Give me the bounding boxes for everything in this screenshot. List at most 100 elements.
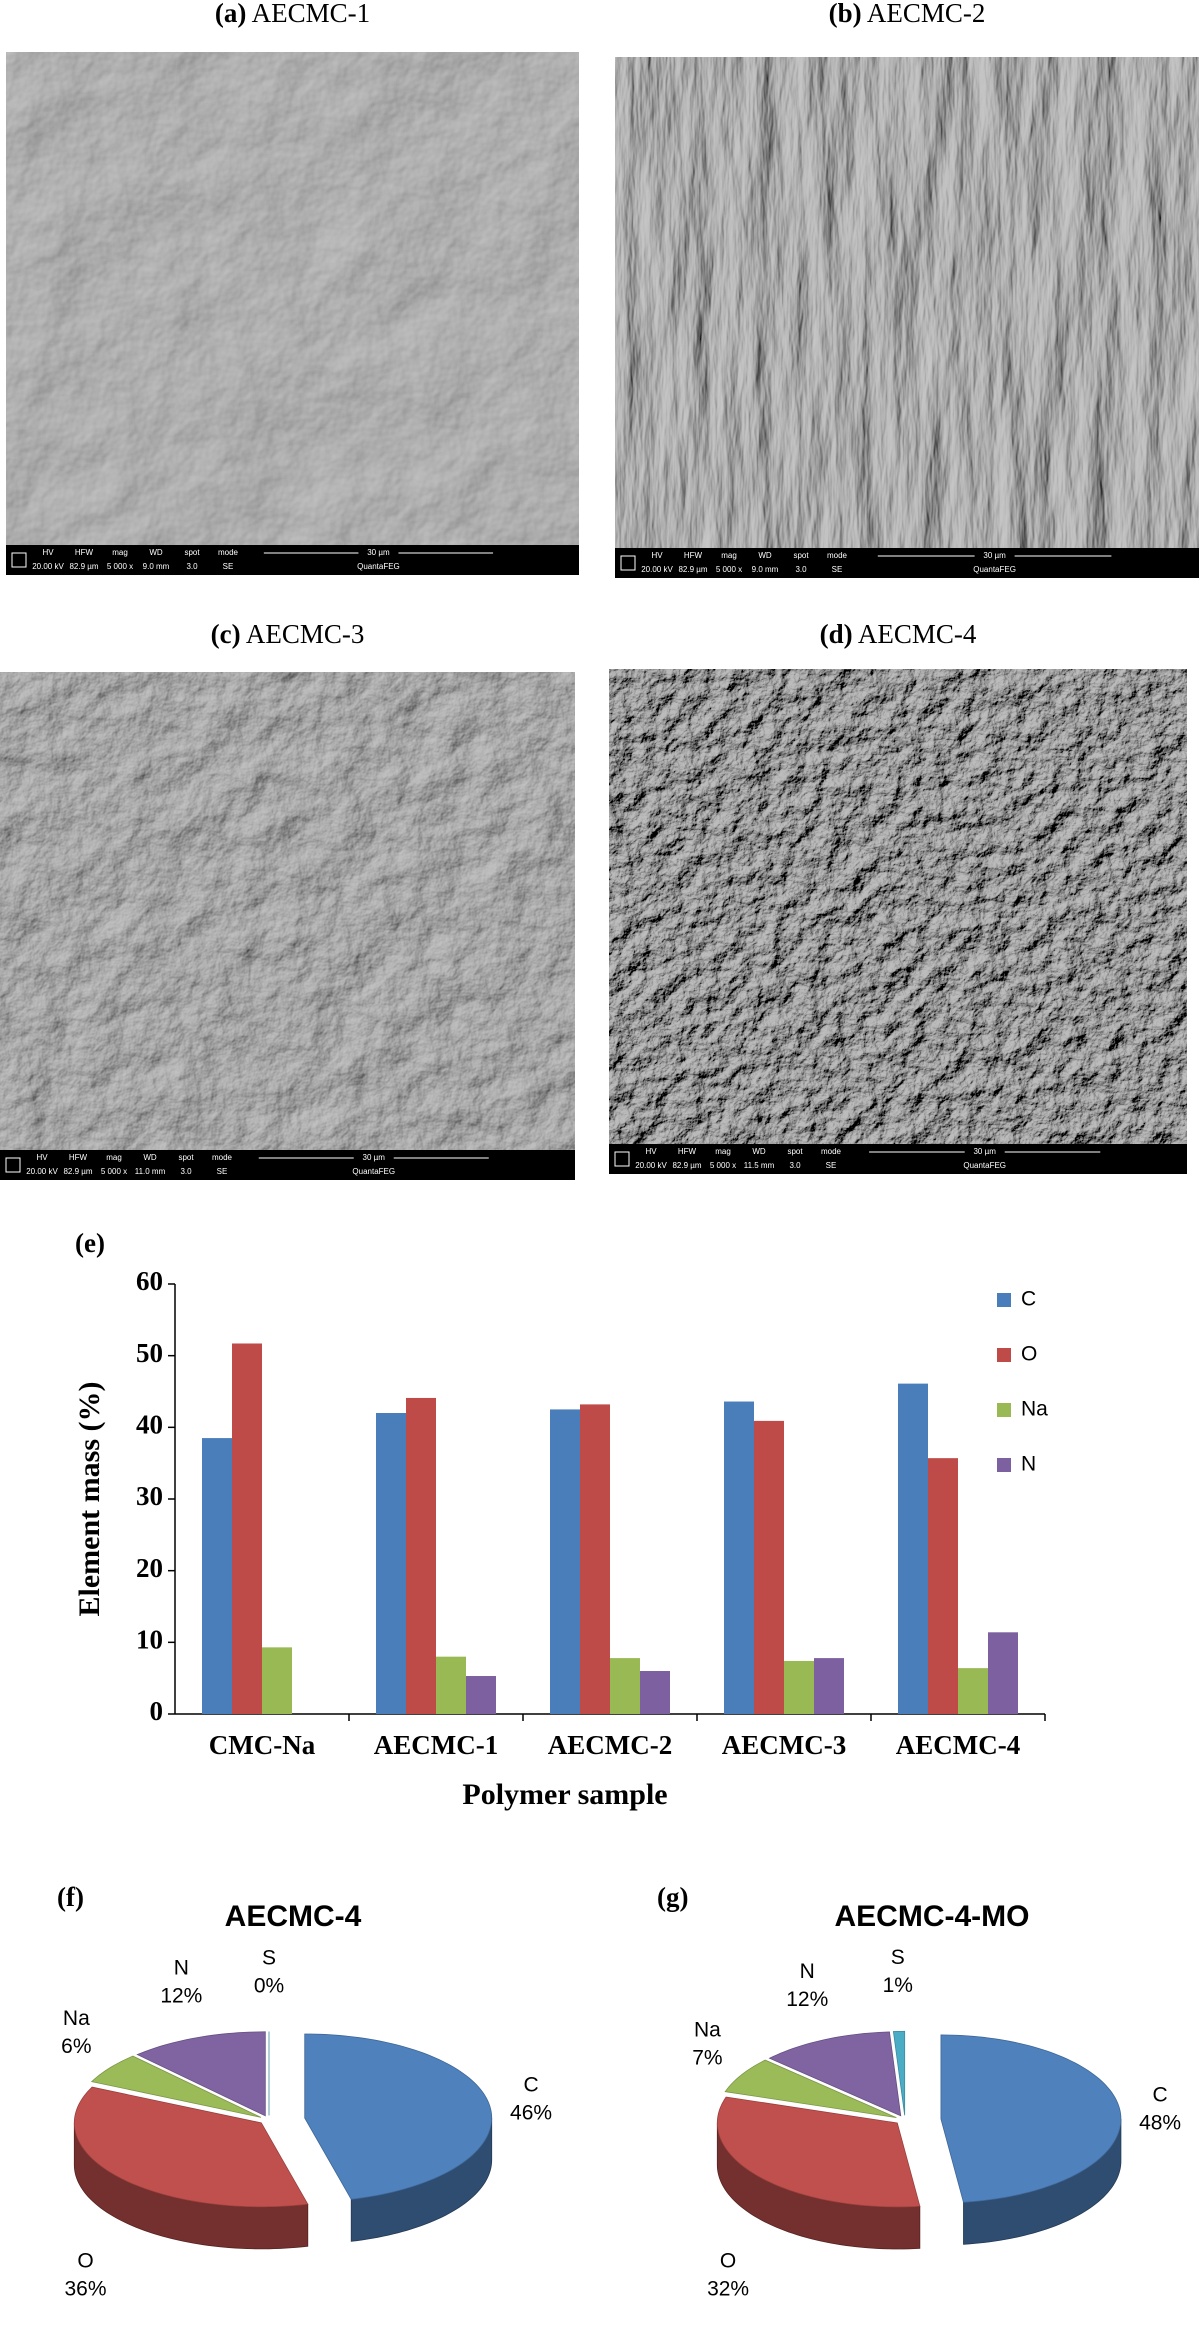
legend-label: Na [1021, 1398, 1048, 1421]
bar [640, 1671, 670, 1714]
panel-name: AECMC-4 [858, 619, 977, 649]
info-icon [614, 1151, 630, 1167]
info-value: SE [832, 565, 843, 574]
x-tick-label: AECMC-3 [722, 1730, 846, 1760]
panel-label: (d) [820, 619, 853, 649]
info-value: 20.00 kV [26, 1167, 58, 1176]
slice-value: 1% [883, 1974, 913, 1997]
bar [436, 1656, 466, 1714]
x-tick-label: AECMC-2 [548, 1730, 672, 1760]
info-value: 5 000 x [716, 565, 742, 574]
slice-name: N [174, 1957, 189, 1980]
scale-bg [974, 551, 1015, 561]
info-value: 82.9 µm [63, 1167, 92, 1176]
pie-title: AECMC-4-MO [835, 1900, 1030, 1933]
info-value: 11.5 mm [744, 1161, 775, 1170]
bar [784, 1660, 814, 1714]
bar [376, 1413, 406, 1714]
info-header: HFW [684, 551, 703, 560]
legend-label: O [1021, 1343, 1037, 1366]
info-value: 82.9 µm [69, 562, 98, 571]
info-value: 20.00 kV [641, 565, 673, 574]
info-header: WD [758, 551, 772, 560]
info-value: SE [217, 1167, 228, 1176]
sem-image [615, 57, 1199, 548]
info-value: 20.00 kV [32, 562, 64, 571]
info-header: HV [651, 551, 663, 560]
info-value: 3.0 [795, 565, 807, 574]
info-value: 82.9 µm [672, 1161, 701, 1170]
info-header: WD [149, 548, 163, 557]
scale-bg [358, 548, 399, 558]
slice-value: 46% [510, 2102, 552, 2125]
panel-label: (b) [829, 0, 862, 28]
slice-value: 0% [254, 1974, 284, 1997]
info-value: 11.0 mm [135, 1167, 166, 1176]
y-tick-label: 20 [136, 1553, 163, 1583]
info-header: spot [178, 1153, 194, 1162]
info-icon [5, 1157, 21, 1173]
instrument: QuantaFEG [963, 1161, 1006, 1170]
bar [898, 1383, 928, 1714]
instrument: QuantaFEG [973, 565, 1016, 574]
sem-image [609, 669, 1187, 1144]
slice-name: O [720, 2250, 736, 2273]
panel-title: (c) AECMC-3 [211, 619, 365, 649]
x-axis-label: Polymer sample [462, 1778, 667, 1811]
info-bar [0, 1150, 575, 1180]
scale-label: 30 µm [973, 1147, 996, 1156]
info-header: mag [106, 1153, 122, 1162]
info-header: spot [787, 1147, 803, 1156]
bar [466, 1676, 496, 1714]
info-value: 5 000 x [101, 1167, 127, 1176]
bar [958, 1668, 988, 1714]
panel-label: (e) [75, 1228, 105, 1258]
instrument: QuantaFEG [357, 562, 400, 571]
bar [202, 1438, 232, 1714]
info-header: mode [821, 1147, 842, 1156]
y-tick-label: 30 [136, 1481, 163, 1511]
bar [580, 1404, 610, 1714]
sem-image [6, 52, 579, 545]
slice-value: 7% [692, 2046, 722, 2069]
y-axis-label: Element mass (%) [73, 1382, 106, 1617]
info-header: HV [42, 548, 54, 557]
slice-name: O [77, 2249, 93, 2272]
slice [940, 2034, 1122, 2203]
slice-name: N [800, 1960, 815, 1983]
slice-value: 32% [707, 2278, 749, 2301]
bar [610, 1658, 640, 1714]
panel-label: (f) [57, 1882, 84, 1912]
slice [136, 2031, 266, 2117]
info-header: mode [212, 1153, 233, 1162]
info-header: HFW [678, 1147, 697, 1156]
info-header: spot [184, 548, 200, 557]
panel-title: (d) AECMC-4 [820, 619, 977, 649]
slice [716, 2096, 921, 2208]
panel-label: (c) [211, 619, 241, 649]
slice-name: C [1153, 2084, 1168, 2107]
info-header: WD [752, 1147, 766, 1156]
info-header: mag [715, 1147, 731, 1156]
slice-value: 12% [786, 1988, 828, 2011]
legend-swatch [997, 1458, 1011, 1472]
info-icon [620, 555, 636, 571]
slice-value: 12% [160, 1985, 202, 2008]
info-value: 5 000 x [710, 1161, 736, 1170]
info-bar [615, 548, 1199, 578]
info-value: 9.0 mm [752, 565, 779, 574]
slice-value: 6% [61, 2035, 91, 2058]
slice-name: S [262, 1946, 276, 1969]
panel-name: AECMC-1 [252, 0, 371, 28]
legend-label: C [1021, 1288, 1036, 1311]
bar [406, 1397, 436, 1714]
info-header: HV [645, 1147, 657, 1156]
info-value: 3.0 [789, 1161, 801, 1170]
slice-name: Na [694, 2018, 721, 2041]
slice [73, 2086, 309, 2208]
legend-swatch [997, 1348, 1011, 1362]
panel-name: AECMC-3 [246, 619, 365, 649]
slice-name: S [891, 1946, 905, 1969]
info-header: mag [721, 551, 737, 560]
